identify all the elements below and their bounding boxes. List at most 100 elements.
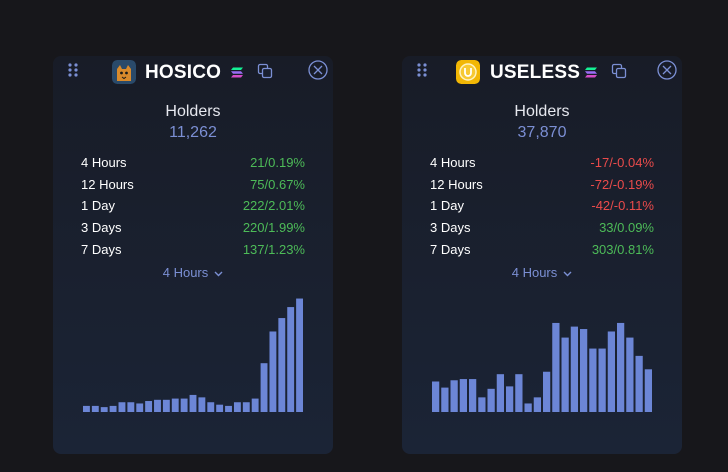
chart-bar: [145, 401, 153, 412]
chevron-down-icon: [214, 271, 223, 277]
holders-label: Holders: [514, 103, 570, 120]
token-name: USELESS: [490, 62, 581, 83]
stat-period: 3 Days: [430, 220, 471, 236]
stat-change: 137/1.23%: [242, 241, 305, 257]
token-name: HOSICO: [145, 62, 222, 83]
stat-change: 33/0.09%: [599, 220, 654, 236]
holders-bar-chart: [83, 298, 303, 412]
close-icon[interactable]: [308, 60, 328, 80]
chart-bar: [469, 379, 477, 412]
chart-bar: [296, 298, 303, 412]
chart-bar: [561, 337, 569, 412]
stat-row: 1 Day 222/2.01%: [81, 195, 305, 217]
stat-period: 12 Hours: [81, 176, 134, 192]
chart-bar: [225, 405, 232, 412]
stat-change: -72/-0.19%: [590, 176, 654, 192]
chart-bar: [524, 403, 532, 412]
chart-bar: [598, 348, 606, 412]
chart-bar: [118, 402, 126, 412]
stat-period: 7 Days: [81, 241, 122, 257]
card-header: USELESS: [402, 56, 682, 90]
stat-period: 3 Days: [81, 220, 122, 236]
chart-bar: [154, 399, 161, 412]
chart-bar: [171, 398, 179, 412]
useless-coin-icon: [456, 60, 480, 84]
token-card-hosico: HOSICO Holders 11,262 4 Hours 21/0.19% 1…: [53, 56, 333, 454]
chart-bar: [136, 403, 144, 412]
chart-bar: [626, 337, 634, 412]
chart-bar: [644, 369, 652, 412]
stat-row: 12 Hours 75/0.67%: [81, 174, 305, 196]
chart-bar: [570, 326, 578, 412]
cat-avatar-icon: [112, 60, 136, 84]
chart-bar: [216, 404, 224, 412]
chart-bar: [100, 407, 108, 412]
chart-bar: [552, 322, 560, 412]
stat-change: 75/0.67%: [250, 176, 305, 192]
chart-bar: [543, 371, 551, 412]
stat-change: -17/-0.04%: [590, 155, 654, 170]
chevron-down-icon: [563, 271, 572, 277]
copy-icon[interactable]: [611, 63, 627, 79]
chart-bar: [233, 402, 241, 412]
chart-bar: [251, 398, 259, 412]
chart-bar: [207, 402, 215, 412]
chart-bar: [580, 329, 588, 412]
chart-bar: [459, 379, 467, 412]
chart-bar: [450, 380, 458, 412]
drag-handle-icon[interactable]: [68, 63, 78, 77]
stat-change: 222/2.01%: [242, 198, 305, 214]
chart-bar: [589, 348, 597, 412]
stat-change: -42/-0.11%: [591, 198, 654, 214]
copy-icon[interactable]: [257, 63, 273, 79]
chart-bar: [189, 394, 197, 412]
card-header: HOSICO: [53, 56, 333, 90]
chart-bar: [533, 397, 541, 412]
stat-row: 4 Hours -17/-0.04%: [430, 152, 654, 174]
period-dropdown[interactable]: 4 Hours: [53, 264, 333, 282]
chart-bar: [506, 386, 514, 412]
close-icon[interactable]: [657, 60, 677, 80]
holders-label: Holders: [165, 103, 221, 120]
period-dropdown-label: 4 Hours: [511, 265, 558, 280]
stat-row: 12 Hours -72/-0.19%: [430, 174, 654, 196]
stat-row: 3 Days 33/0.09%: [430, 217, 654, 239]
chart-bar: [242, 402, 250, 412]
stat-row: 1 Day -42/-0.11%: [430, 195, 654, 217]
stat-period: 4 Hours: [81, 155, 127, 170]
chart-bar: [278, 318, 286, 412]
chart-bar: [607, 331, 615, 412]
chart-bar: [83, 405, 90, 412]
chart-bar: [180, 398, 188, 412]
solana-icon: [231, 67, 243, 78]
chart-bar: [635, 355, 643, 412]
holders-count: 37,870: [517, 124, 567, 141]
period-dropdown-label: 4 Hours: [162, 265, 209, 280]
stat-period: 7 Days: [430, 241, 471, 257]
holders-count: 11,262: [169, 124, 217, 141]
chart-bar: [109, 405, 117, 412]
stat-row: 4 Hours 21/0.19%: [81, 152, 305, 174]
chart-bar: [127, 402, 135, 412]
period-dropdown[interactable]: 4 Hours: [402, 264, 682, 282]
chart-bar: [441, 387, 449, 412]
stat-change: 303/0.81%: [591, 241, 654, 257]
drag-handle-icon[interactable]: [417, 63, 427, 77]
chart-bar: [162, 399, 170, 412]
holders-bar-chart: [432, 322, 652, 412]
chart-bar: [269, 331, 277, 412]
stat-row: 7 Days 303/0.81%: [430, 239, 654, 261]
chart-bar: [617, 322, 625, 412]
stat-period: 1 Day: [430, 198, 464, 214]
stat-row: 7 Days 137/1.23%: [81, 239, 305, 261]
stat-period: 4 Hours: [430, 155, 476, 170]
chart-bar: [515, 374, 523, 412]
stat-change: 220/1.99%: [242, 220, 305, 236]
chart-bar: [487, 388, 495, 412]
chart-bar: [198, 397, 206, 412]
chart-bar: [260, 363, 268, 412]
chart-bar: [478, 397, 486, 412]
solana-icon: [585, 67, 597, 78]
stat-row: 3 Days 220/1.99%: [81, 217, 305, 239]
stat-period: 1 Day: [81, 198, 115, 214]
